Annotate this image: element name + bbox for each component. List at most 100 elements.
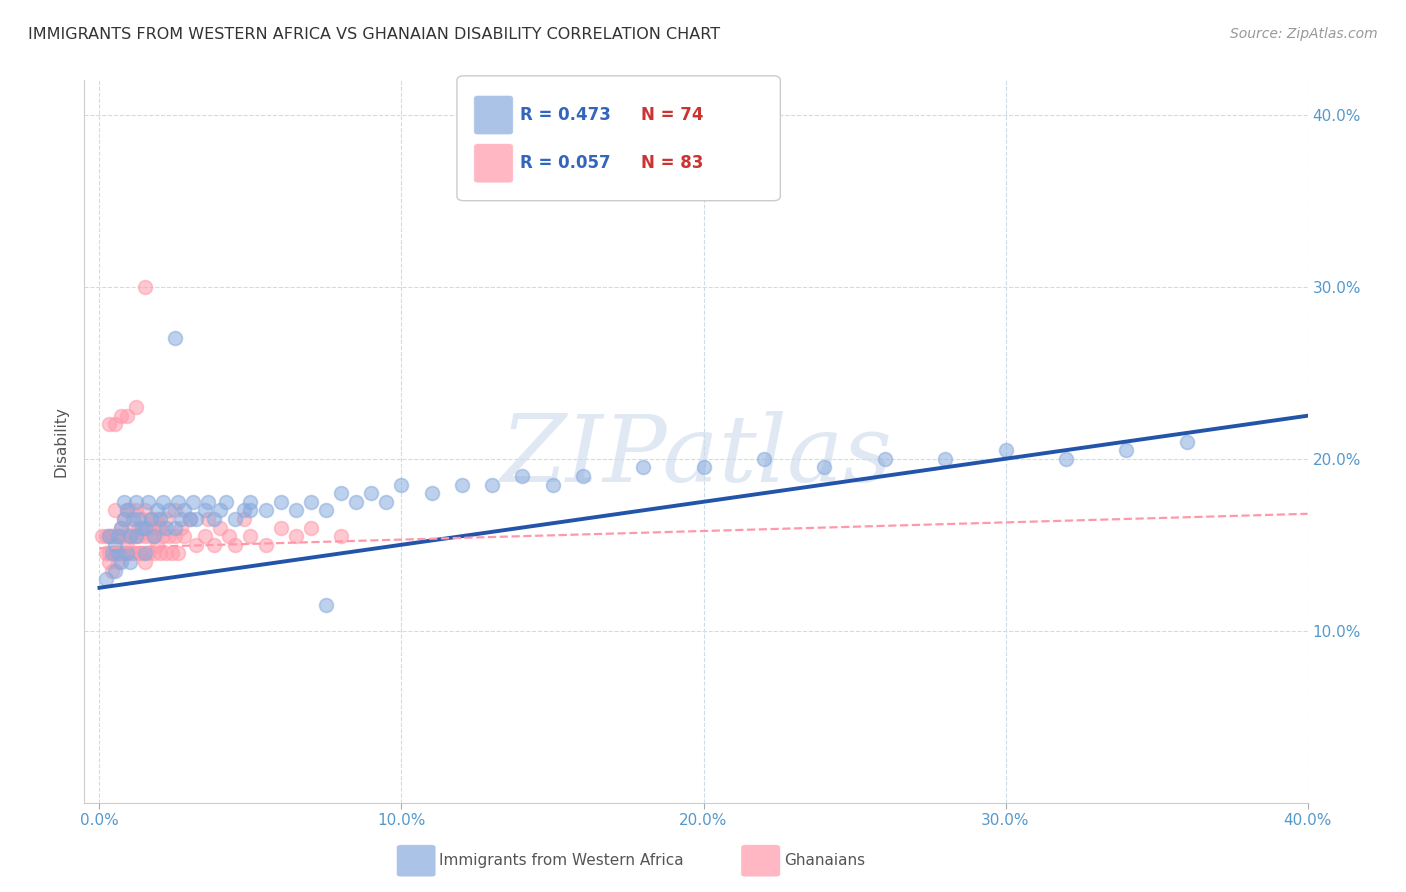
Point <box>163 529 186 543</box>
Point <box>163 331 186 345</box>
Point <box>115 546 138 560</box>
Point <box>128 546 150 560</box>
Point <box>270 494 292 508</box>
Point <box>315 598 337 612</box>
Point <box>224 538 246 552</box>
Point <box>541 477 564 491</box>
Point <box>197 494 219 508</box>
Point <box>202 512 225 526</box>
Point <box>125 494 148 508</box>
Point <box>115 503 138 517</box>
Point <box>103 529 125 543</box>
Point <box>118 503 141 517</box>
Point <box>270 520 292 534</box>
Point <box>344 494 367 508</box>
Point <box>115 503 138 517</box>
Point <box>107 529 129 543</box>
Point <box>160 546 183 560</box>
Point <box>118 555 141 569</box>
Text: N = 74: N = 74 <box>641 106 703 124</box>
Point <box>112 512 135 526</box>
Point <box>209 520 232 534</box>
Point <box>134 546 156 560</box>
Point <box>100 564 122 578</box>
Point <box>152 529 174 543</box>
Point <box>692 460 714 475</box>
Point <box>115 409 138 423</box>
Point <box>202 538 225 552</box>
Point <box>155 520 177 534</box>
Point <box>110 520 132 534</box>
Point <box>118 529 141 543</box>
Point <box>107 529 129 543</box>
Point <box>112 546 135 560</box>
Point <box>194 503 217 517</box>
Point <box>107 555 129 569</box>
Point <box>239 529 262 543</box>
Point <box>134 503 156 517</box>
Point <box>94 572 117 586</box>
Point <box>391 477 413 491</box>
Point <box>94 546 117 560</box>
Point <box>994 443 1017 458</box>
Point <box>142 520 165 534</box>
Point <box>136 546 159 560</box>
Point <box>194 529 217 543</box>
Y-axis label: Disability: Disability <box>53 406 69 477</box>
Point <box>149 520 172 534</box>
Point <box>510 469 533 483</box>
Point <box>631 460 654 475</box>
Point <box>125 529 148 543</box>
Point <box>110 529 132 543</box>
Point <box>146 503 169 517</box>
Point <box>330 486 353 500</box>
Point <box>254 503 277 517</box>
Point <box>239 494 262 508</box>
Point <box>94 529 117 543</box>
Point <box>284 529 307 543</box>
Point <box>167 546 190 560</box>
Point <box>752 451 775 466</box>
Point <box>103 538 125 552</box>
Point <box>146 512 169 526</box>
Point <box>125 529 148 543</box>
Point <box>375 494 398 508</box>
Point <box>125 400 148 414</box>
Point <box>451 477 474 491</box>
Point <box>142 529 165 543</box>
Point <box>97 417 120 432</box>
Point <box>121 546 143 560</box>
Point <box>134 520 156 534</box>
Point <box>134 279 156 293</box>
Point <box>131 546 153 560</box>
Text: R = 0.473: R = 0.473 <box>520 106 612 124</box>
Point <box>315 503 337 517</box>
Point <box>136 494 159 508</box>
Point <box>873 451 896 466</box>
Point <box>97 555 120 569</box>
Point <box>299 494 322 508</box>
Point <box>155 546 177 560</box>
Point <box>157 529 180 543</box>
Point <box>813 460 835 475</box>
Text: Source: ZipAtlas.com: Source: ZipAtlas.com <box>1230 27 1378 41</box>
Point <box>112 512 135 526</box>
Point <box>131 520 153 534</box>
Point <box>100 529 122 543</box>
Text: R = 0.057: R = 0.057 <box>520 154 610 172</box>
Text: Ghanaians: Ghanaians <box>785 854 866 868</box>
Point <box>179 512 201 526</box>
Point <box>121 512 143 526</box>
Point <box>131 512 153 526</box>
Point <box>571 469 593 483</box>
Point <box>128 529 150 543</box>
Point <box>146 538 169 552</box>
Point <box>110 520 132 534</box>
Text: IMMIGRANTS FROM WESTERN AFRICA VS GHANAIAN DISABILITY CORRELATION CHART: IMMIGRANTS FROM WESTERN AFRICA VS GHANAI… <box>28 27 720 42</box>
Point <box>91 529 114 543</box>
Point <box>233 512 256 526</box>
Point <box>125 503 148 517</box>
Point <box>134 529 156 543</box>
Point <box>173 503 195 517</box>
Point <box>170 520 193 534</box>
